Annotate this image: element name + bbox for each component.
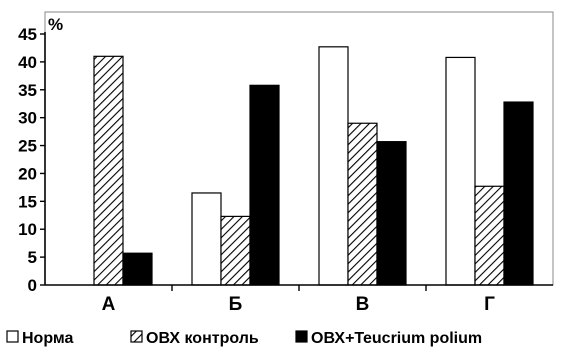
- legend-label: ОВХ+Teucrium polium: [311, 330, 482, 347]
- x-category-label: Б: [229, 294, 243, 315]
- y-tick-label: 25: [18, 137, 37, 156]
- bar: [503, 101, 534, 286]
- legend-swatch: [130, 330, 143, 343]
- y-tick-label: 0: [28, 276, 37, 295]
- bar: [318, 46, 349, 286]
- bar: [122, 252, 153, 286]
- y-tick-label: 10: [18, 220, 37, 239]
- bar: [249, 84, 280, 286]
- y-tick-label: 35: [18, 81, 37, 100]
- bar: [347, 122, 378, 286]
- bar: [474, 185, 505, 286]
- legend-label: Норма: [22, 330, 74, 347]
- x-category-label: В: [356, 294, 370, 315]
- legend-label: ОВХ контроль: [146, 330, 259, 347]
- y-tick-label: 5: [28, 248, 37, 267]
- y-tick-label: 15: [18, 192, 37, 211]
- bar: [93, 55, 124, 286]
- bar: [191, 192, 222, 286]
- legend-swatch: [6, 330, 19, 343]
- bar: [445, 56, 476, 286]
- x-category-label: Г: [484, 294, 495, 315]
- y-tick-label: 30: [18, 109, 37, 128]
- y-tick-label: 40: [18, 53, 37, 72]
- bar: [376, 141, 407, 286]
- y-tick-label: 20: [18, 164, 37, 183]
- bars-group: [93, 46, 534, 286]
- legend: Норма ОВХ контроль ОВХ+Teucrium polium: [6, 330, 482, 347]
- y-tick-label: 45: [18, 25, 37, 44]
- axes-group: 0 5 10 15 20 25 30 35 40 45 А Б В Г: [18, 25, 553, 315]
- bar: [220, 215, 251, 286]
- x-category-label: А: [102, 294, 116, 315]
- legend-swatch: [295, 330, 308, 343]
- y-unit-label: %: [48, 15, 63, 34]
